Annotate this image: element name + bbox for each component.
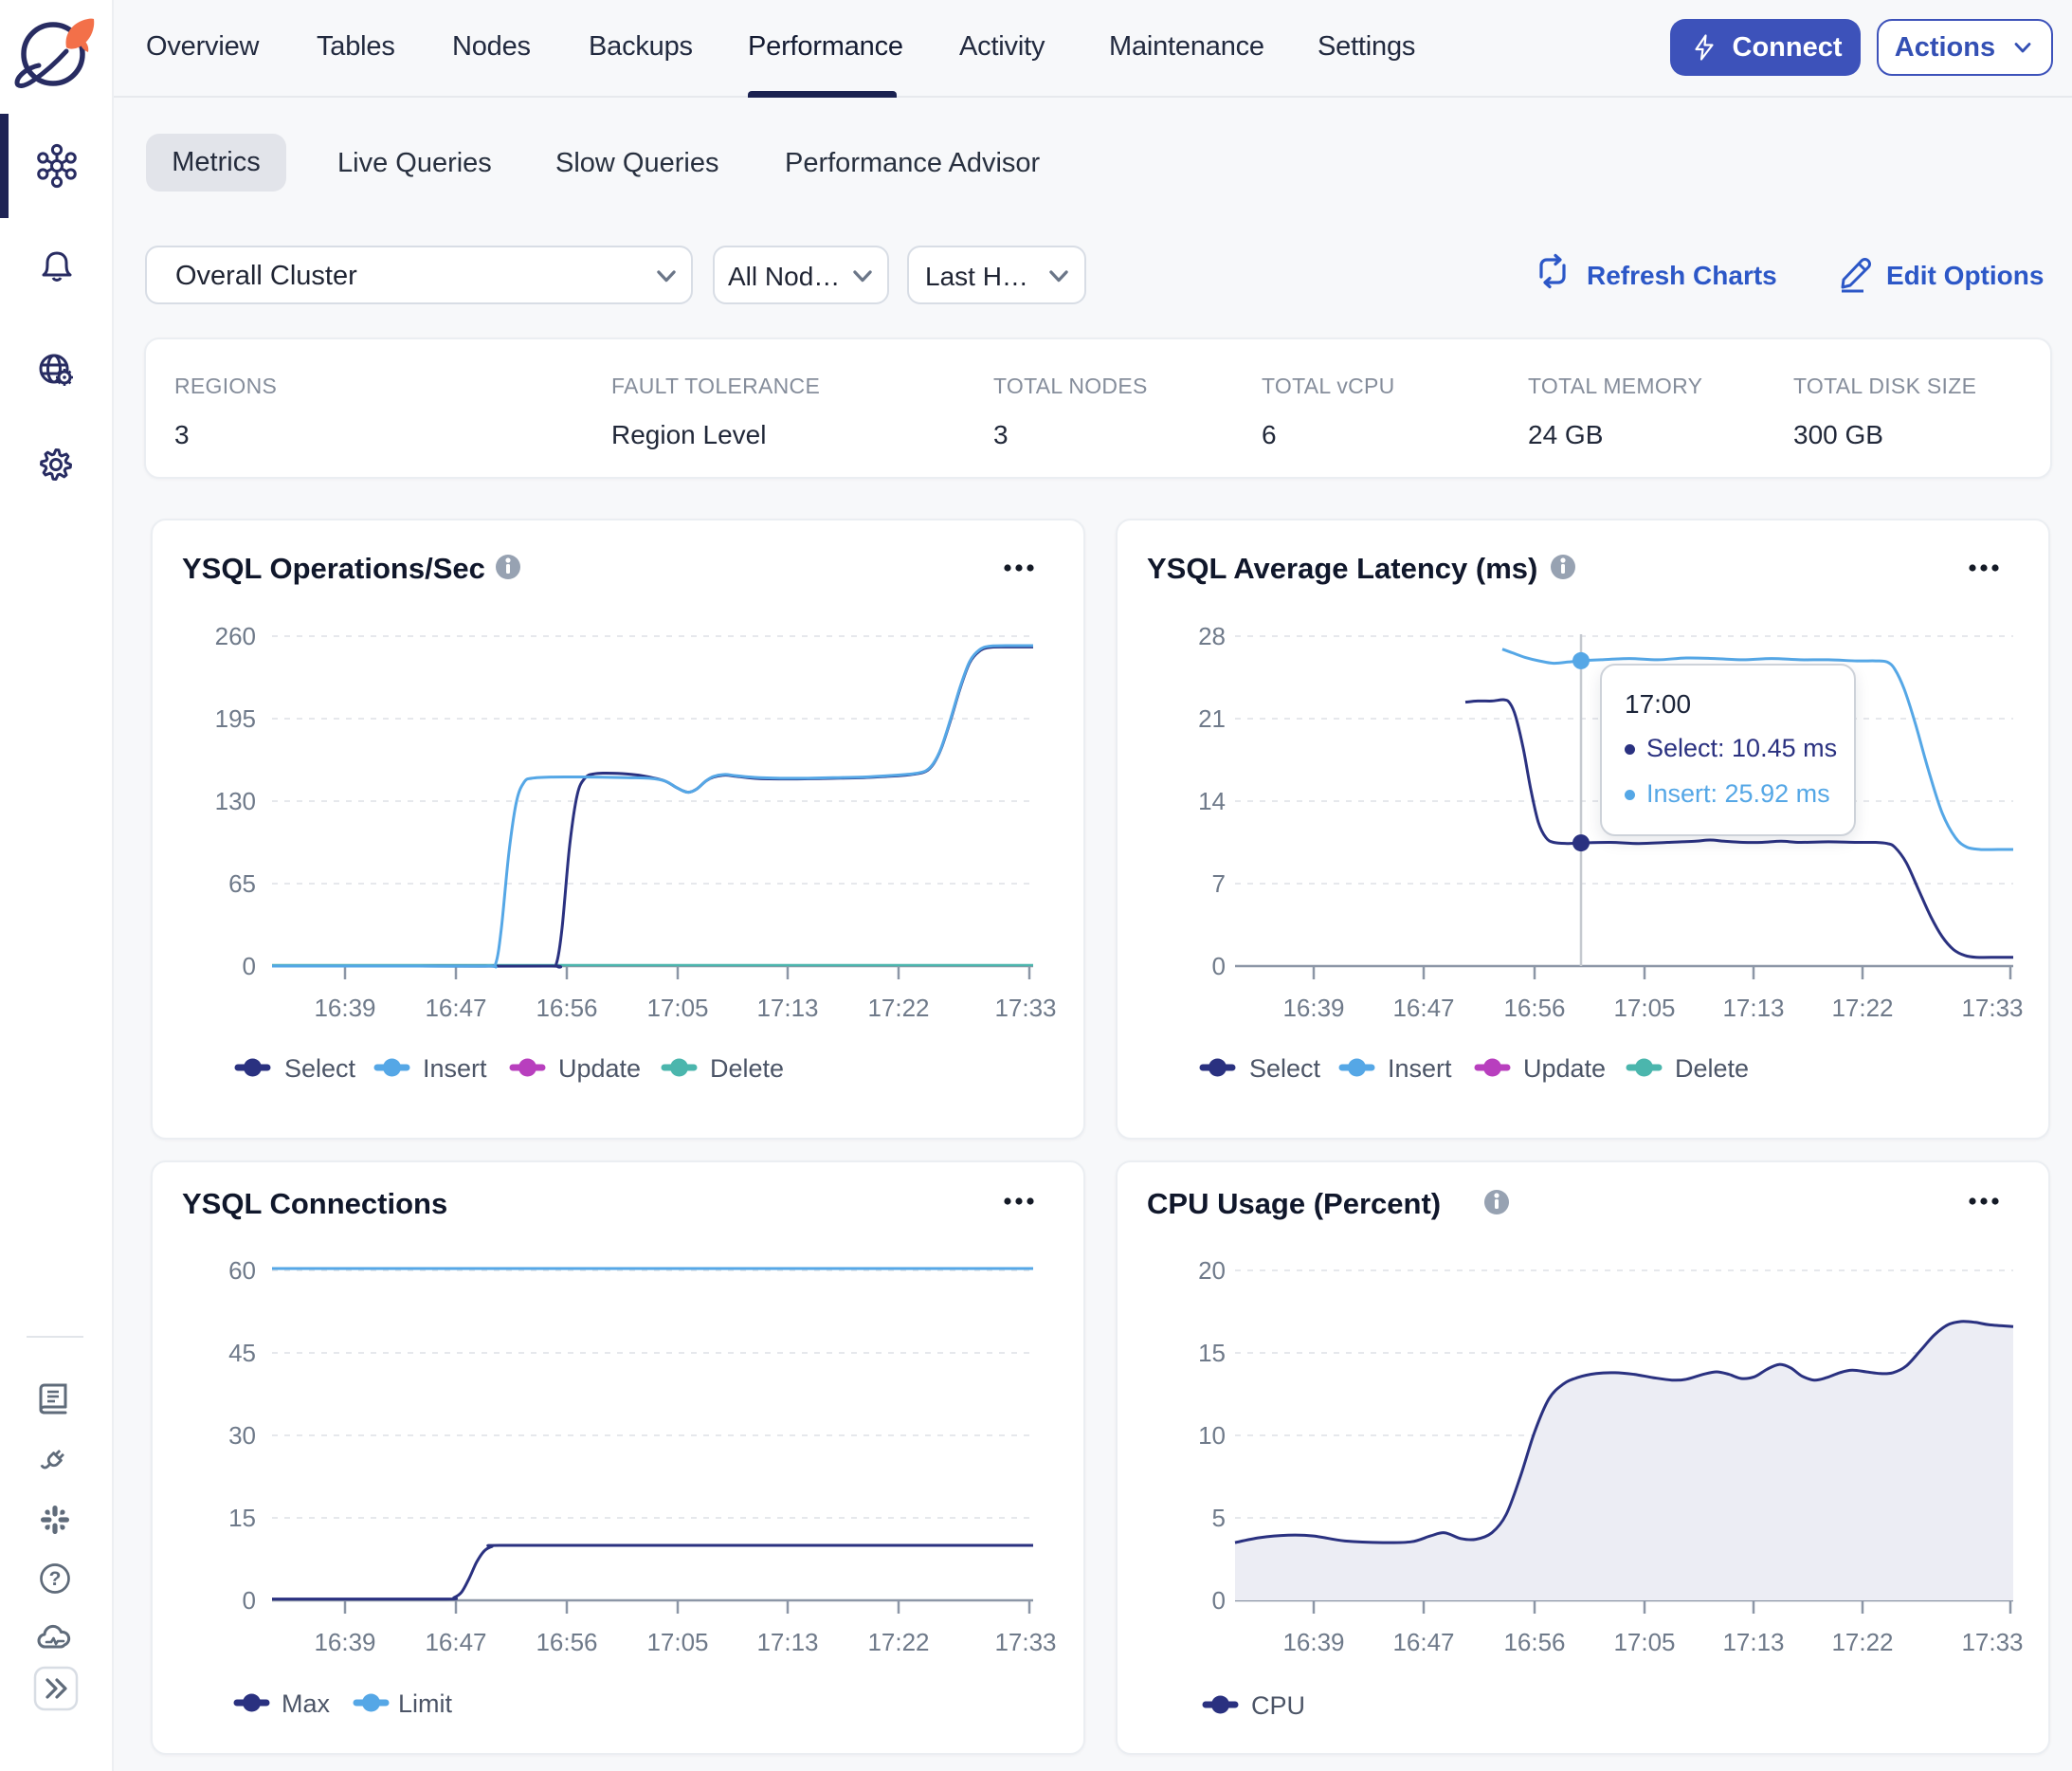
- svg-text:YSQL Connections: YSQL Connections: [182, 1187, 447, 1220]
- svg-text:17:33: 17:33: [994, 1628, 1056, 1656]
- svg-text:16:56: 16:56: [1503, 1628, 1565, 1656]
- svg-text:16:47: 16:47: [1392, 1628, 1454, 1656]
- svg-text:30: 30: [228, 1421, 256, 1450]
- svg-text:16:47: 16:47: [1392, 994, 1454, 1022]
- svg-text:17:05: 17:05: [1613, 1628, 1675, 1656]
- svg-text:0: 0: [1212, 1586, 1226, 1615]
- svg-text:7: 7: [1212, 869, 1226, 898]
- svg-text:0: 0: [1212, 952, 1226, 980]
- svg-text:YSQL Operations/Sec: YSQL Operations/Sec: [182, 552, 485, 585]
- svg-text:17:22: 17:22: [867, 1628, 929, 1656]
- svg-text:17:33: 17:33: [994, 994, 1056, 1022]
- svg-text:45: 45: [228, 1339, 256, 1367]
- svg-text:16:56: 16:56: [536, 1628, 597, 1656]
- svg-text:17:13: 17:13: [756, 994, 818, 1022]
- svg-text:20: 20: [1198, 1256, 1226, 1285]
- svg-text:16:56: 16:56: [1503, 994, 1565, 1022]
- svg-text:CPU: CPU: [1251, 1691, 1305, 1720]
- svg-text:17:13: 17:13: [1722, 994, 1784, 1022]
- svg-text:260: 260: [215, 622, 256, 650]
- svg-text:Max: Max: [282, 1689, 331, 1718]
- svg-text:16:56: 16:56: [536, 994, 597, 1022]
- svg-text:Update: Update: [558, 1054, 641, 1083]
- svg-text:0: 0: [243, 952, 256, 980]
- svg-text:28: 28: [1198, 622, 1226, 650]
- svg-text:Delete: Delete: [1675, 1054, 1749, 1083]
- svg-text:17:33: 17:33: [1961, 994, 2023, 1022]
- svg-text:?: ?: [49, 1568, 62, 1590]
- svg-text:Select: Select: [1249, 1054, 1321, 1083]
- svg-text:65: 65: [228, 869, 256, 898]
- svg-text:17:33: 17:33: [1961, 1628, 2023, 1656]
- svg-text:17:22: 17:22: [867, 994, 929, 1022]
- svg-text:Delete: Delete: [710, 1054, 784, 1083]
- svg-text:130: 130: [215, 787, 256, 815]
- svg-text:16:39: 16:39: [1282, 994, 1344, 1022]
- svg-text:Insert: Insert: [1388, 1054, 1452, 1083]
- svg-text:CPU Usage (Percent): CPU Usage (Percent): [1147, 1187, 1441, 1220]
- svg-text:17:05: 17:05: [1613, 994, 1675, 1022]
- svg-text:14: 14: [1198, 787, 1226, 815]
- svg-text:17:22: 17:22: [1831, 994, 1893, 1022]
- svg-text:16:39: 16:39: [314, 1628, 375, 1656]
- svg-text:16:39: 16:39: [1282, 1628, 1344, 1656]
- svg-text:Insert: Insert: [423, 1054, 487, 1083]
- svg-text:YSQL Average Latency (ms): YSQL Average Latency (ms): [1147, 552, 1537, 585]
- svg-text:17:13: 17:13: [756, 1628, 818, 1656]
- svg-text:16:47: 16:47: [425, 1628, 486, 1656]
- svg-text:0: 0: [243, 1586, 256, 1615]
- svg-text:5: 5: [1212, 1504, 1226, 1532]
- svg-text:Update: Update: [1523, 1054, 1606, 1083]
- svg-text:17:22: 17:22: [1831, 1628, 1893, 1656]
- svg-text:21: 21: [1198, 704, 1226, 733]
- svg-text:16:47: 16:47: [425, 994, 486, 1022]
- svg-text:60: 60: [228, 1256, 256, 1285]
- svg-text:17:13: 17:13: [1722, 1628, 1784, 1656]
- svg-text:15: 15: [228, 1504, 256, 1532]
- svg-text:Select: Select: [284, 1054, 356, 1083]
- svg-text:195: 195: [215, 704, 256, 733]
- svg-text:10: 10: [1198, 1421, 1226, 1450]
- svg-text:15: 15: [1198, 1339, 1226, 1367]
- svg-text:17:05: 17:05: [646, 1628, 708, 1656]
- svg-text:17:05: 17:05: [646, 994, 708, 1022]
- svg-text:16:39: 16:39: [314, 994, 375, 1022]
- svg-text:Limit: Limit: [398, 1689, 453, 1718]
